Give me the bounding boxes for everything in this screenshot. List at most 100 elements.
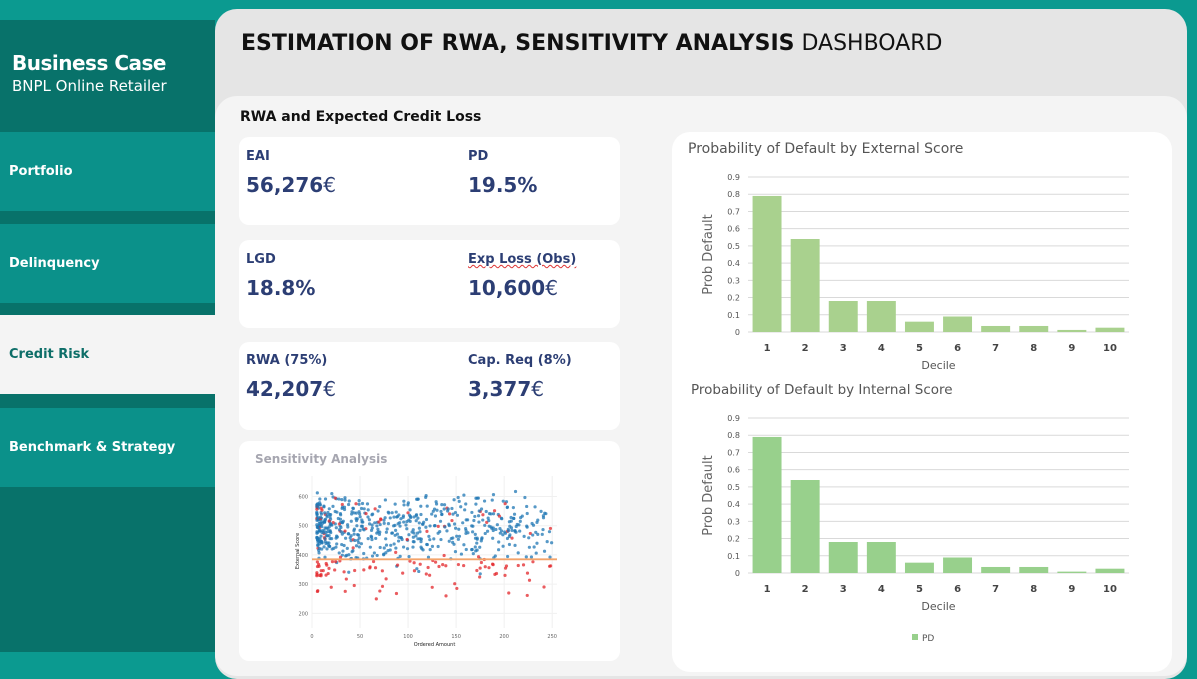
scatter-point <box>408 519 412 524</box>
x-tick-label: 3 <box>840 343 847 354</box>
scatter-point <box>533 505 537 509</box>
scatter-point <box>426 555 431 559</box>
scatter-point <box>503 502 507 506</box>
sidebar-item-credit-risk[interactable]: Credit Risk <box>0 315 215 394</box>
scatter-point <box>455 586 459 591</box>
scatter-point <box>315 510 319 514</box>
scatter-point <box>348 536 352 540</box>
scatter-point <box>374 597 378 601</box>
scatter-point <box>338 555 343 559</box>
scatter-point <box>340 532 344 536</box>
scatter-point <box>316 544 320 548</box>
scatter-point <box>535 520 539 524</box>
scatter-point <box>367 522 372 526</box>
kpi-exp-loss: Exp Loss (Obs) 10,600€ <box>468 252 576 300</box>
sidebar-item-delinquency[interactable]: Delinquency <box>0 224 215 303</box>
scatter-point <box>397 535 401 539</box>
scatter-point <box>396 522 400 526</box>
bar <box>1019 325 1049 332</box>
kpi-label: PD <box>468 149 489 164</box>
sidebar-item-benchmark-strategy[interactable]: Benchmark & Strategy <box>0 408 215 487</box>
scatter-point <box>548 526 553 531</box>
scatter-point <box>415 497 419 501</box>
scatter-point <box>385 527 389 531</box>
scatter-point <box>394 550 398 555</box>
scatter-point <box>370 554 375 558</box>
scatter-point <box>405 547 410 551</box>
page-title-bold: ESTIMATION OF RWA, SENSITIVITY ANALYSIS <box>241 31 795 56</box>
scatter-point <box>479 539 483 543</box>
x-tick-label: 6 <box>954 584 961 595</box>
y-tick-label: 200 <box>298 611 308 617</box>
scatter-point <box>446 509 450 513</box>
scatter-point <box>492 509 497 513</box>
scatter-point <box>500 529 504 533</box>
scatter-point <box>427 534 431 539</box>
scatter-point <box>351 506 355 511</box>
sidebar-item-portfolio[interactable]: Portfolio <box>0 132 215 211</box>
scatter-point <box>503 531 508 535</box>
scatter-point <box>318 573 322 578</box>
y-tick-label: 600 <box>298 494 308 500</box>
scatter-point <box>392 524 396 528</box>
scatter-point <box>317 551 321 555</box>
scatter-point <box>449 536 453 541</box>
bar <box>943 316 973 332</box>
kpi-card-3: RWA (75%) 42,207€ Cap. Req (8%) 3,377€ <box>239 342 620 430</box>
scatter-point <box>483 531 487 536</box>
scatter-point <box>402 503 406 507</box>
scatter-point <box>373 521 377 525</box>
scatter-point <box>362 568 366 572</box>
kpi-value: 42,207€ <box>246 377 336 401</box>
scatter-point <box>370 523 374 527</box>
scatter-point <box>352 529 356 533</box>
scatter-point <box>380 584 385 588</box>
x-tick-label: 9 <box>1068 584 1075 595</box>
kpi-label: Cap. Req (8%) <box>468 353 572 368</box>
y-axis-label: Prob Default <box>701 214 716 295</box>
scatter-point <box>456 495 460 500</box>
scatter-point <box>365 502 370 506</box>
scatter-point <box>337 551 341 555</box>
scatter-point <box>462 543 466 547</box>
x-tick-label: 5 <box>916 584 923 595</box>
scatter-point <box>327 519 331 523</box>
y-tick-label: 0.2 <box>727 294 740 303</box>
scatter-point <box>330 491 334 496</box>
sidebar-item-label: Delinquency <box>9 256 100 271</box>
section-title: RWA and Expected Credit Loss <box>240 109 482 125</box>
scatter-point <box>325 563 329 567</box>
scatter-point <box>417 569 421 574</box>
bar <box>828 542 858 573</box>
scatter-point <box>323 537 327 541</box>
x-tick-label: 1 <box>764 343 771 354</box>
scatter-point <box>424 494 428 498</box>
scatter-point <box>357 499 361 503</box>
scatter-point <box>550 541 554 545</box>
brand-subtitle: BNPL Online Retailer <box>12 77 167 95</box>
bar <box>943 557 973 573</box>
y-tick-label: 0.3 <box>727 517 740 526</box>
scatter-point <box>513 543 517 547</box>
x-tick-label: 250 <box>547 634 557 640</box>
scatter-point <box>433 514 438 518</box>
x-tick-label: 2 <box>802 343 809 354</box>
scatter-point <box>334 560 338 564</box>
kpi-lgd: LGD 18.8% <box>246 252 315 300</box>
bar <box>866 542 896 573</box>
scatter-point <box>437 564 441 569</box>
scatter-point <box>479 560 484 565</box>
x-tick-label: 200 <box>499 634 509 640</box>
scatter-point <box>340 553 344 557</box>
scatter-point <box>428 573 432 577</box>
scatter-point <box>425 504 429 508</box>
scatter-point <box>430 585 434 589</box>
kpi-pd: PD 19.5% <box>468 149 537 197</box>
scatter-point <box>401 545 406 549</box>
x-tick-label: 4 <box>878 343 885 354</box>
scatter-point <box>382 518 386 522</box>
x-tick-label: 3 <box>840 584 847 595</box>
scatter-point <box>535 541 539 545</box>
scatter-point <box>475 541 479 545</box>
scatter-point <box>383 498 387 502</box>
